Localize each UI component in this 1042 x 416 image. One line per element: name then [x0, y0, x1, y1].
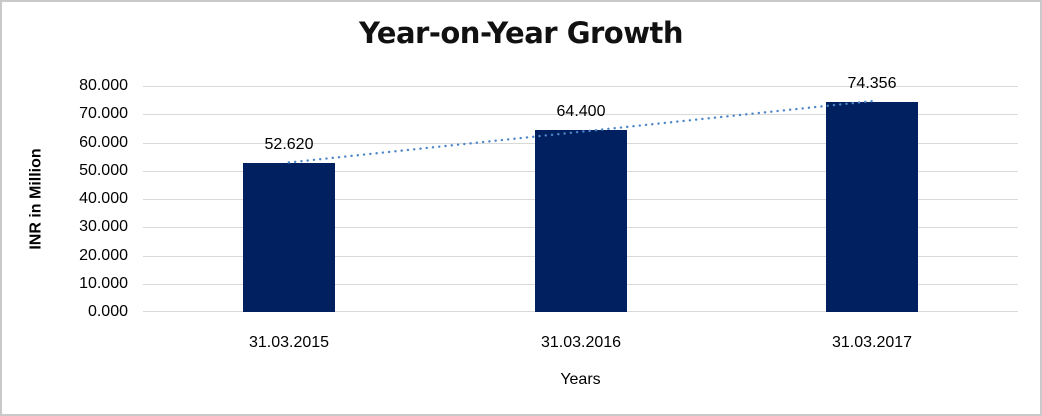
- y-tick-label: 30.000: [79, 218, 128, 235]
- y-tick-label: 70.000: [79, 105, 128, 122]
- plot-area: 52.620 64.400 74.356: [143, 75, 1018, 312]
- y-tick-label: 0.000: [87, 303, 128, 320]
- x-axis-title: Years: [560, 371, 601, 388]
- x-tick-label: 31.03.2016: [540, 334, 622, 351]
- chart-title: Year-on-Year Growth: [358, 16, 684, 50]
- gridline: [143, 86, 1018, 87]
- y-axis-title: INR in Million: [28, 148, 46, 250]
- y-tick-label: 40.000: [79, 190, 128, 207]
- y-tick-label: 50.000: [79, 162, 128, 179]
- bar-value-label: 64.400: [556, 103, 606, 120]
- trendline-layer: [287, 99, 874, 164]
- y-tick-label: 80.000: [79, 77, 128, 94]
- y-tick-label: 60.000: [79, 134, 128, 151]
- chart-bar: [243, 163, 335, 312]
- gridline: [143, 114, 1018, 115]
- chart-bar: [535, 130, 627, 312]
- bar-value-label: 74.356: [847, 75, 897, 92]
- y-axis-tick-labels: 0.000 10.000 20.000 30.000 40.000 50.000 60.00…: [56, 77, 128, 320]
- x-tick-label: 31.03.2017: [831, 334, 913, 351]
- y-tick-label: 10.000: [79, 275, 128, 292]
- x-tick-label: 31.03.2015: [248, 334, 330, 351]
- bar-value-label: 52.620: [264, 136, 314, 153]
- x-axis-tick-labels: 31.03.2015 31.03.2016 31.03.2017: [143, 334, 1018, 352]
- chart-bar: [826, 102, 918, 312]
- y-tick-label: 20.000: [79, 247, 128, 264]
- trendline: [287, 99, 874, 164]
